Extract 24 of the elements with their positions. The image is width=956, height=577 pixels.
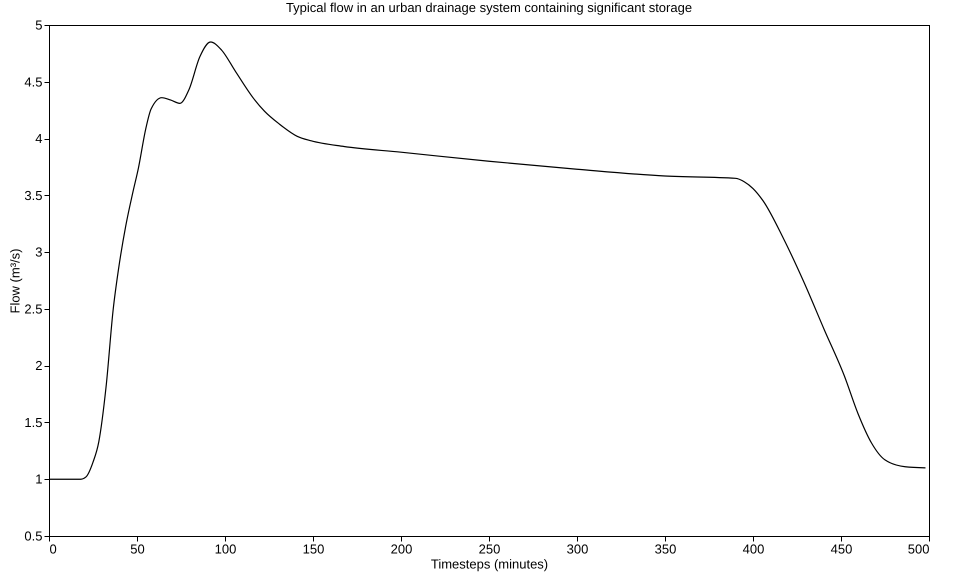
x-axis-title: Timesteps (minutes) xyxy=(430,556,548,572)
y-tick-label: 1.5 xyxy=(24,414,42,430)
chart-title: Typical flow in an urban drainage system containing significant storage xyxy=(286,0,692,15)
x-tick-label: 450 xyxy=(830,542,852,556)
y-tick-label: 2 xyxy=(35,358,42,374)
y-tick-label: 1 xyxy=(35,472,42,487)
x-tick-label: 200 xyxy=(390,542,412,556)
x-tick-label: 500 xyxy=(908,542,930,556)
x-tick-label: 150 xyxy=(302,542,324,556)
y-tick-label: 3 xyxy=(35,244,42,260)
y-tick-label: 0.5 xyxy=(24,528,42,544)
x-tick-label: 0 xyxy=(50,542,57,556)
x-tick-label: 50 xyxy=(130,542,145,556)
x-tick-label: 250 xyxy=(478,542,500,556)
y-tick-label: 4.5 xyxy=(24,74,42,90)
x-tick-label: 300 xyxy=(566,542,588,556)
y-tick-label: 2.5 xyxy=(24,301,42,316)
x-tick-label: 350 xyxy=(654,542,676,556)
x-tick-label: 100 xyxy=(214,542,236,556)
y-tick-label: 5 xyxy=(35,18,42,32)
y-tick-label: 3.5 xyxy=(24,188,42,203)
y-axis-title: Flow (m³/s) xyxy=(7,248,22,314)
y-tick-label: 4 xyxy=(35,131,42,146)
x-tick-label: 400 xyxy=(742,542,764,556)
